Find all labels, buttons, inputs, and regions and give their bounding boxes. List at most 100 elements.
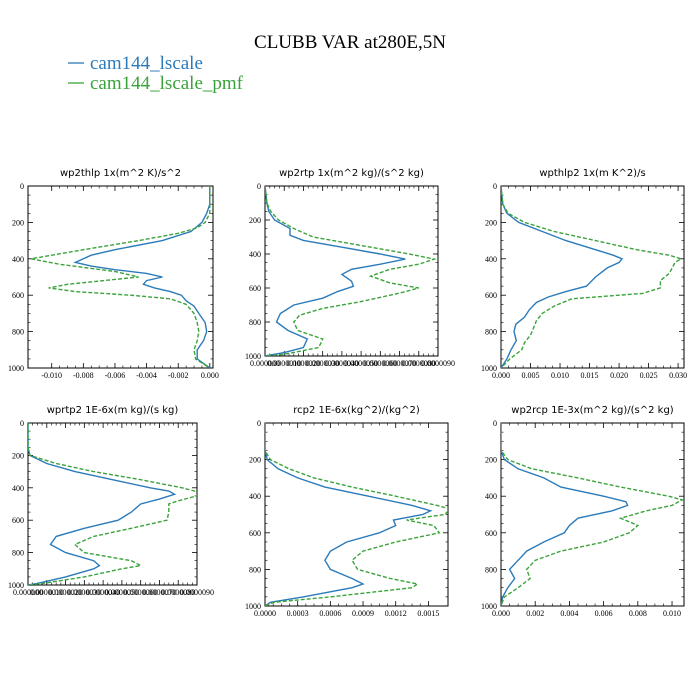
ytick-label: 200 <box>249 456 261 465</box>
panel-3: wpthlp2 1x(m K^2)/s020040060080010000.00… <box>481 168 687 380</box>
ytick-label: 0 <box>20 419 24 428</box>
series-line-lscale-pmf <box>501 423 684 606</box>
ytick-label: 600 <box>485 291 497 300</box>
panel-5: rcp2 1E-6x(kg^2)/(kg^2) 0 200 400 600 800 1000… <box>245 405 449 618</box>
xtick-label: 0.030 <box>669 371 687 380</box>
ytick-label: 200 <box>12 218 24 227</box>
xtick-label: 0.0000080 <box>161 588 195 597</box>
legend-label-1: cam144_lscale <box>90 53 203 74</box>
ytick-label: 1000 <box>245 352 261 361</box>
xtick-label: -0.010 <box>41 371 62 380</box>
xtick-label: 0.0000010 <box>30 588 64 597</box>
panel-2-frame <box>264 185 439 357</box>
panel-1: wp2thlp 1x(m^2 K)/s^2 0 200 400 600 800 1000 -0… <box>8 168 219 380</box>
xtick-label: 0.0006 <box>319 609 341 618</box>
ytick-label: 800 <box>249 318 261 327</box>
xtick-label: 0.010 <box>663 609 681 618</box>
xtick-label: 0.006 <box>595 609 613 618</box>
ytick-label: 800 <box>485 328 497 337</box>
series-line-lscale <box>501 423 629 606</box>
xtick-label: 0.015 <box>581 371 599 380</box>
xtick-label: 0.0000040 <box>325 359 359 368</box>
xtick-label: 0.0000040 <box>86 588 120 597</box>
ytick-label: 600 <box>485 529 497 538</box>
xtick-label: 0.0000050 <box>344 359 378 368</box>
panel-4-title: wprtp2 1E-6x(m kg)/(s kg) <box>47 405 179 416</box>
series-line-lscale <box>501 186 624 368</box>
xtick-label: 0.0015 <box>417 609 439 618</box>
xtick-label: 0.0000070 <box>383 359 417 368</box>
xtick-label: 0.005 <box>522 371 540 380</box>
xtick-label: 0.0012 <box>385 609 407 618</box>
series-line-lscale-pmf <box>265 423 448 606</box>
ytick-label: 600 <box>12 291 24 300</box>
ytick-label: 400 <box>485 492 497 501</box>
xtick-label: 0.0000090 <box>421 359 455 368</box>
panel-2: wp2rtp 1x(m^2 kg)/(s^2 kg) 0 200 400 600 800 1… <box>245 168 455 368</box>
xtick-label: 0.025 <box>640 371 658 380</box>
xtick-label: -0.006 <box>105 371 126 380</box>
xtick-label: 0.002 <box>526 609 544 618</box>
xtick-label: 0.0000090 <box>180 588 214 597</box>
xtick-label: 0.0000010 <box>267 359 301 368</box>
ytick-label: 400 <box>249 492 261 501</box>
ytick-label: 1000 <box>481 602 497 611</box>
xtick-label: 0.0000 <box>254 609 276 618</box>
panel-5-title: rcp2 1E-6x(kg^2)/(kg^2) <box>293 405 420 416</box>
xtick-label: 0.004 <box>560 609 578 618</box>
xtick-label: 0.000 <box>492 609 510 618</box>
ytick-label: 200 <box>249 216 261 225</box>
ytick-label: 600 <box>249 529 261 538</box>
xtick-label: 0.010 <box>551 371 569 380</box>
ytick-label: 800 <box>249 565 261 574</box>
xtick-label: 0.020 <box>610 371 628 380</box>
ytick-label: 800 <box>12 549 24 558</box>
panel-1-frame <box>27 185 214 369</box>
ytick-label: 0 <box>257 182 261 191</box>
xtick-label: 0.0000030 <box>306 359 340 368</box>
xtick-label: 0.000000 <box>13 588 43 597</box>
xtick-label: 0.000000 <box>250 359 280 368</box>
ytick-label: 1000 <box>245 602 261 611</box>
xtick-label: 0.0000020 <box>286 359 320 368</box>
ytick-label: 800 <box>485 565 497 574</box>
series-line-lscale <box>265 423 433 606</box>
panel-4: wprtp2 1E-6x(m kg)/(s kg) 0 200 400 600 800 10… <box>8 405 214 597</box>
xtick-label: 0.000 <box>201 371 219 380</box>
ytick-label: 0 <box>493 182 497 191</box>
xtick-label: 0.0000060 <box>124 588 158 597</box>
ytick-label: 400 <box>249 250 261 259</box>
ytick-label: 400 <box>12 484 24 493</box>
xtick-label: 0.0000020 <box>49 588 83 597</box>
panel-4-frame <box>27 422 198 586</box>
panel-6-title: wp2rcp 1E-3x(m^2 kg)/(s^2 kg) <box>511 405 674 416</box>
xtick-label: 0.0000080 <box>402 359 436 368</box>
xtick-label: 0.0000060 <box>363 359 397 368</box>
series-line-lscale <box>265 186 406 356</box>
series-line-lscale-pmf <box>501 186 683 368</box>
ytick-label: 200 <box>485 456 497 465</box>
ytick-label: 200 <box>12 451 24 460</box>
xtick-label: 0.008 <box>629 609 647 618</box>
xtick-label: -0.004 <box>136 371 157 380</box>
ytick-label: 600 <box>249 284 261 293</box>
ytick-label: 1000 <box>481 364 497 373</box>
legend: cam144_lscale cam144_lscale_pmf <box>68 53 244 94</box>
xtick-label: 0.0000070 <box>142 588 176 597</box>
ytick-label: 600 <box>12 516 24 525</box>
series-line-lscale-pmf <box>28 423 197 585</box>
panel-2-title: wp2rtp 1x(m^2 kg)/(s^2 kg) <box>279 168 424 179</box>
panel-3-frame <box>500 185 685 369</box>
ytick-label: 400 <box>12 255 24 264</box>
panel-3-title: wpthlp2 1x(m K^2)/s <box>539 168 645 179</box>
xtick-label: -0.002 <box>168 371 189 380</box>
ytick-label: 800 <box>12 328 24 337</box>
series-line-lscale <box>73 186 211 368</box>
figure-title: CLUBB VAR at280E,5N <box>254 32 446 53</box>
panels: wp2thlp 1x(m^2 K)/s^2 0 200 400 600 800 1000 -0… <box>8 168 687 618</box>
xtick-label: 0.0000050 <box>105 588 139 597</box>
series-line-lscale-pmf <box>31 186 211 368</box>
panel-1-title: wp2thlp 1x(m^2 K)/s^2 <box>60 168 181 179</box>
ytick-label: 0 <box>257 419 261 428</box>
